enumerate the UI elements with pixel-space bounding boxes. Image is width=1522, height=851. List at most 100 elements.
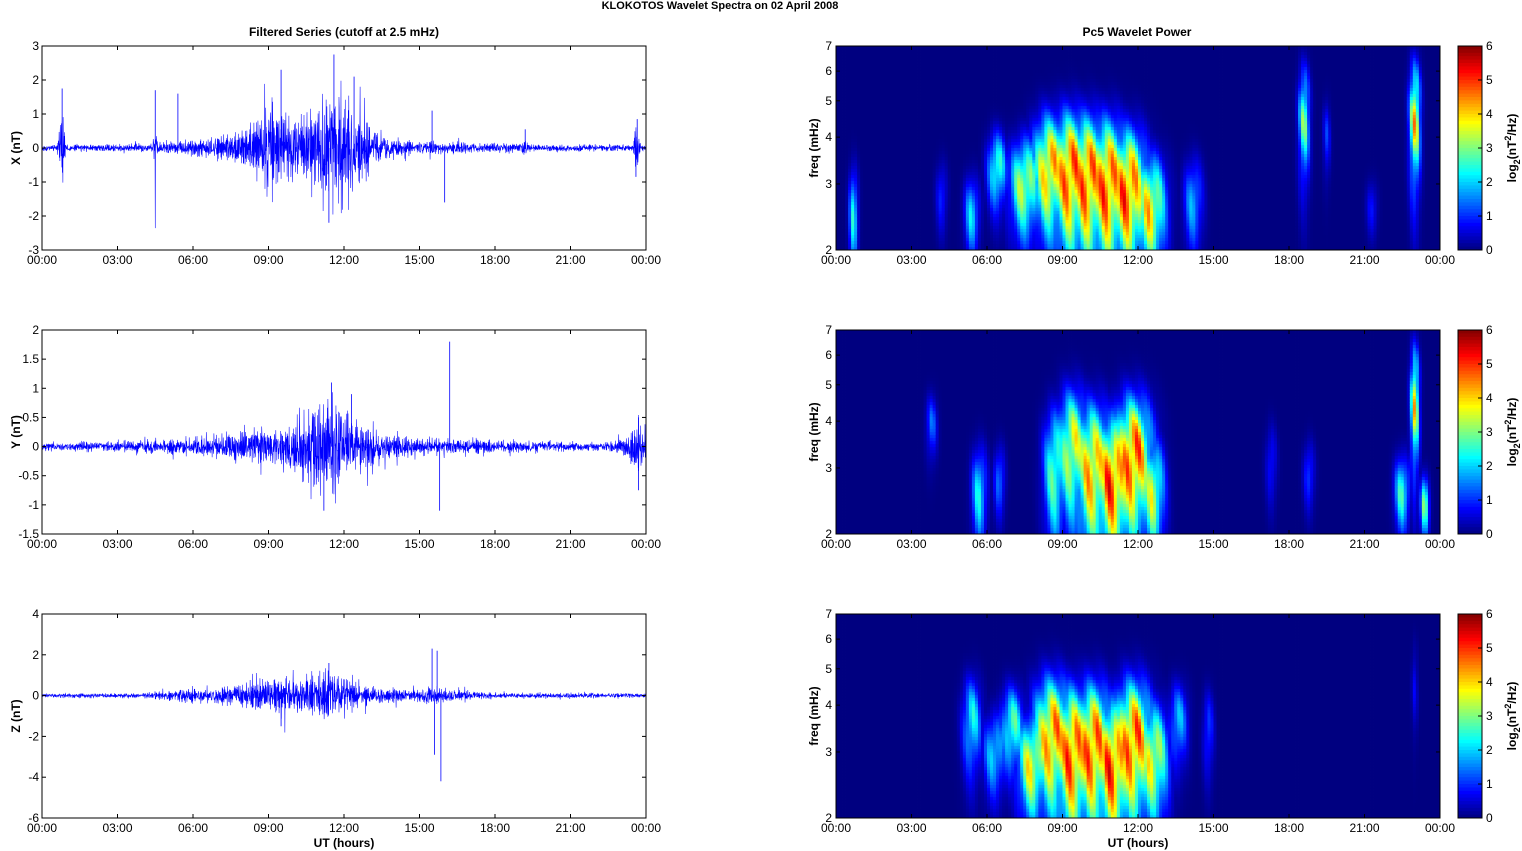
heatmap-cell [924, 139, 927, 142]
heatmap-cell [851, 214, 854, 217]
heatmap-cell [908, 223, 911, 226]
heatmap-cell [927, 172, 930, 175]
heatmap-cell [872, 160, 875, 163]
heatmap-cell [918, 238, 921, 241]
heatmap-cell [890, 202, 893, 205]
heatmap-cell [890, 52, 893, 55]
heatmap-cell [924, 79, 927, 82]
heatmap-cell [899, 130, 902, 133]
heatmap-cell [902, 94, 905, 97]
heatmap-cell [924, 55, 927, 58]
heatmap-cell [924, 244, 927, 247]
heatmap-cell [839, 211, 842, 214]
heatmap-cell [893, 79, 896, 82]
heatmap-cell [930, 181, 933, 184]
heatmap-cell [884, 220, 887, 223]
heatmap-cell [839, 70, 842, 73]
heatmap-cell [912, 232, 915, 235]
heatmap-cell [851, 196, 854, 199]
heatmap-cell [896, 178, 899, 181]
heatmap-cell [933, 172, 936, 175]
heatmap-cell [936, 139, 939, 142]
heatmap-cell [896, 181, 899, 184]
heatmap-cell [908, 181, 911, 184]
heatmap-cell [902, 76, 905, 79]
heatmap-cell [924, 145, 927, 148]
heatmap-cell [854, 211, 857, 214]
heatmap-cell [842, 100, 845, 103]
heatmap-cell [930, 205, 933, 208]
heatmap-cell [905, 217, 908, 220]
heatmap-cell [887, 88, 890, 91]
heatmap-cell [918, 214, 921, 217]
heatmap-cell [872, 157, 875, 160]
heatmap-cell [866, 196, 869, 199]
heatmap-cell [836, 178, 839, 181]
heatmap-cell [887, 160, 890, 163]
heatmap-cell [863, 190, 866, 193]
heatmap-cell [921, 82, 924, 85]
heatmap-cell [848, 244, 851, 247]
heatmap-cell [921, 148, 924, 151]
heatmap-cell [887, 199, 890, 202]
heatmap-cell [878, 238, 881, 241]
heatmap-cell [881, 127, 884, 130]
heatmap-cell [890, 196, 893, 199]
heatmap-cell [893, 49, 896, 52]
heatmap-cell [866, 166, 869, 169]
heatmap-cell [930, 100, 933, 103]
heatmap-cell [863, 67, 866, 70]
heatmap-cell [839, 142, 842, 145]
heatmap-cell [915, 91, 918, 94]
heatmap-cell [893, 214, 896, 217]
heatmap-cell [918, 226, 921, 229]
heatmap-cell [896, 115, 899, 118]
heatmap-cell [902, 121, 905, 124]
heatmap-cell [905, 220, 908, 223]
heatmap-cell [881, 223, 884, 226]
heatmap-cell [896, 91, 899, 94]
heatmap-cell [899, 166, 902, 169]
heatmap-cell [933, 118, 936, 121]
heatmap-cell [863, 109, 866, 112]
heatmap-cell [848, 103, 851, 106]
heatmap-cell [939, 46, 942, 49]
heatmap-cell [896, 211, 899, 214]
heatmap-cell [921, 232, 924, 235]
heatmap-cell [881, 112, 884, 115]
heatmap-cell [893, 91, 896, 94]
heatmap-cell [933, 106, 936, 109]
y-tick-label: 2 [32, 323, 39, 337]
heatmap-cell [872, 208, 875, 211]
heatmap-cell [845, 73, 848, 76]
heatmap-cell [930, 244, 933, 247]
heatmap-cell [845, 118, 848, 121]
heatmap-cell [863, 55, 866, 58]
heatmap-cell [848, 166, 851, 169]
heatmap-cell [875, 127, 878, 130]
heatmap-cell [851, 145, 854, 148]
heatmap-cell [857, 85, 860, 88]
heatmap-cell [945, 58, 948, 61]
heatmap-cell [902, 241, 905, 244]
heatmap-cell [945, 88, 948, 91]
heatmap-cell [893, 244, 896, 247]
heatmap-cell [881, 211, 884, 214]
heatmap-cell [893, 190, 896, 193]
heatmap-cell [857, 109, 860, 112]
heatmap-cell [939, 70, 942, 73]
heatmap-cell [896, 118, 899, 121]
heatmap-cell [851, 202, 854, 205]
heatmap-cell [839, 223, 842, 226]
heatmap-cell [908, 175, 911, 178]
heatmap-cell [848, 91, 851, 94]
heatmap-cell [890, 109, 893, 112]
heatmap-cell [878, 166, 881, 169]
heatmap-cell [942, 199, 945, 202]
heatmap-cell [908, 55, 911, 58]
heatmap-cell [839, 85, 842, 88]
x-tick-label: 00:00 [27, 821, 57, 835]
heatmap-cell [884, 124, 887, 127]
heatmap-cell [857, 178, 860, 181]
heatmap-cell [872, 184, 875, 187]
